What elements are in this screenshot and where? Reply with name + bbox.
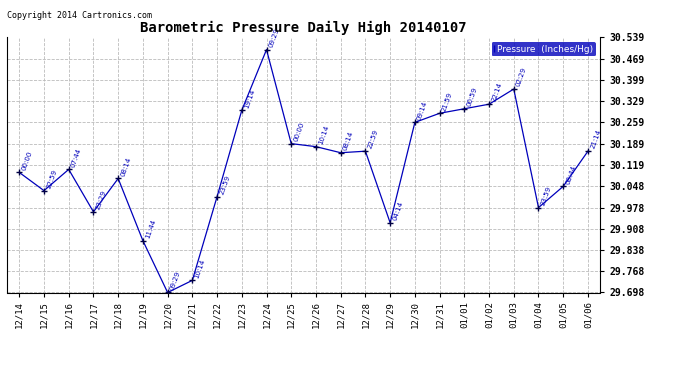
Text: 09:14: 09:14 (416, 100, 428, 121)
Text: 19:14: 19:14 (243, 88, 256, 109)
Text: 09:29: 09:29 (268, 27, 280, 48)
Text: 04:14: 04:14 (391, 200, 404, 221)
Text: 02:29: 02:29 (515, 67, 528, 88)
Text: 07:44: 07:44 (70, 147, 83, 168)
Text: 09:29: 09:29 (169, 270, 181, 291)
Text: 00:00: 00:00 (21, 150, 33, 171)
Text: 00:59: 00:59 (466, 86, 478, 107)
Text: 22:59: 22:59 (46, 168, 58, 189)
Text: 08:14: 08:14 (342, 130, 355, 152)
Text: 10:14: 10:14 (194, 258, 206, 279)
Legend: Pressure  (Inches/Hg): Pressure (Inches/Hg) (491, 42, 595, 56)
Text: 10:14: 10:14 (317, 124, 330, 145)
Text: 23:29: 23:29 (95, 189, 108, 210)
Text: 21:59: 21:59 (441, 91, 453, 112)
Text: 22:59: 22:59 (367, 129, 380, 150)
Text: Copyright 2014 Cartronics.com: Copyright 2014 Cartronics.com (7, 11, 152, 20)
Text: 21:14: 21:14 (589, 129, 602, 150)
Title: Barometric Pressure Daily High 20140107: Barometric Pressure Daily High 20140107 (140, 21, 467, 35)
Text: 08:44: 08:44 (564, 164, 577, 185)
Text: 22:14: 22:14 (491, 82, 503, 103)
Text: 23:59: 23:59 (540, 185, 553, 206)
Text: 08:14: 08:14 (119, 156, 132, 177)
Text: 23:59: 23:59 (219, 174, 231, 195)
Text: 00:00: 00:00 (293, 121, 305, 142)
Text: 11:44: 11:44 (144, 218, 157, 239)
